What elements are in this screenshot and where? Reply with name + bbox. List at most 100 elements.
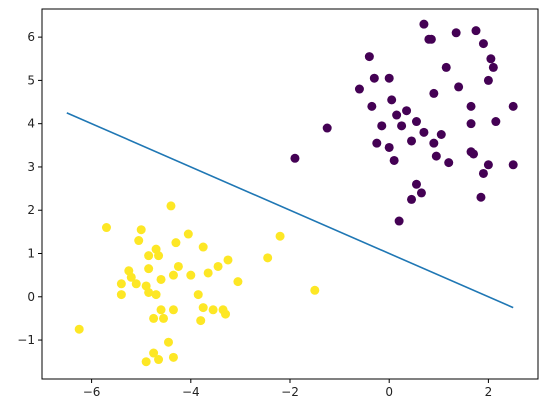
data-point <box>198 242 208 252</box>
data-point <box>508 101 518 111</box>
x-tick-label: −2 <box>281 385 299 399</box>
data-point <box>154 251 164 261</box>
data-point <box>166 201 176 211</box>
series-0 <box>290 19 518 226</box>
data-point <box>397 121 407 131</box>
data-point <box>478 168 488 178</box>
data-point <box>173 261 183 271</box>
data-point <box>116 279 126 289</box>
y-tick-label: 2 <box>27 203 35 217</box>
data-point <box>290 153 300 163</box>
y-tick-label: −1 <box>17 333 35 347</box>
data-point <box>154 355 164 365</box>
data-point <box>134 236 144 246</box>
data-point <box>367 101 377 111</box>
data-point <box>441 62 451 72</box>
data-point <box>163 337 173 347</box>
data-point <box>407 136 417 146</box>
data-point <box>168 352 178 362</box>
data-point <box>407 194 417 204</box>
data-point <box>149 348 159 358</box>
x-tick-label: −4 <box>182 385 200 399</box>
data-point <box>223 255 233 265</box>
data-point <box>454 82 464 92</box>
series-1 <box>74 201 320 367</box>
data-point <box>221 309 231 319</box>
data-point <box>131 279 141 289</box>
data-point <box>144 251 154 261</box>
data-point <box>451 28 461 38</box>
data-point <box>411 117 421 127</box>
data-point <box>429 138 439 148</box>
data-point <box>476 192 486 202</box>
data-point <box>183 229 193 239</box>
data-point <box>394 216 404 226</box>
data-point <box>416 188 426 198</box>
data-point <box>436 130 446 139</box>
y-axis: −1 0 1 2 3 4 5 6 <box>17 30 42 347</box>
data-point <box>466 119 476 129</box>
data-point <box>377 121 387 131</box>
data-point <box>387 95 397 105</box>
y-tick-label: 6 <box>27 30 35 44</box>
data-point <box>168 270 178 280</box>
data-point <box>389 155 399 165</box>
data-point <box>466 101 476 111</box>
data-point <box>419 127 429 137</box>
data-point <box>478 39 488 49</box>
data-point <box>444 158 454 168</box>
data-point <box>419 19 429 29</box>
data-point <box>491 117 501 127</box>
data-point <box>144 287 154 297</box>
data-point <box>116 290 126 300</box>
data-point <box>149 313 159 323</box>
data-point <box>483 75 493 85</box>
data-point <box>384 142 394 152</box>
data-point <box>196 316 206 326</box>
data-point <box>144 264 154 274</box>
data-point <box>508 160 518 170</box>
data-point <box>429 88 439 98</box>
data-point <box>384 73 394 83</box>
x-tick-label: −6 <box>83 385 101 399</box>
data-point <box>208 305 218 315</box>
data-point <box>159 313 169 323</box>
data-point <box>322 123 332 133</box>
data-point <box>392 110 402 120</box>
data-point <box>471 26 481 36</box>
data-point <box>151 290 161 300</box>
data-point <box>171 238 181 248</box>
data-point <box>354 84 364 94</box>
data-point <box>483 160 493 170</box>
boundary-line <box>66 112 514 309</box>
data-point <box>186 270 196 280</box>
y-tick-label: 1 <box>27 247 35 261</box>
y-tick-label: 5 <box>27 73 35 87</box>
x-tick-label: 0 <box>385 385 393 399</box>
x-axis: −6 −4 −2 0 2 <box>83 379 492 399</box>
data-point <box>136 225 146 235</box>
data-point <box>469 149 479 159</box>
x-tick-label: 2 <box>485 385 493 399</box>
data-point <box>101 223 111 233</box>
data-point <box>156 274 166 284</box>
data-point <box>488 62 498 72</box>
data-point <box>156 305 166 315</box>
data-point <box>141 357 151 367</box>
axes-frame <box>41 8 539 380</box>
data-point <box>126 272 136 282</box>
data-point <box>275 231 285 241</box>
data-point <box>203 268 213 278</box>
data-point <box>486 54 496 64</box>
data-point <box>426 34 436 44</box>
data-point <box>369 73 379 83</box>
data-point <box>168 305 178 315</box>
data-point <box>402 106 412 116</box>
data-point <box>263 253 273 263</box>
y-tick-label: 3 <box>27 160 35 174</box>
data-point <box>372 138 382 148</box>
data-point <box>364 52 374 62</box>
data-point <box>411 179 421 189</box>
data-point <box>310 285 320 295</box>
